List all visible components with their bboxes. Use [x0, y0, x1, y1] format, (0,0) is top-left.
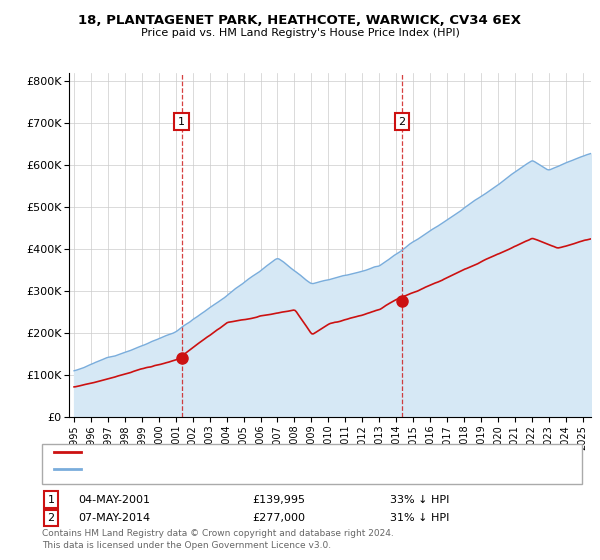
- Text: 33% ↓ HPI: 33% ↓ HPI: [390, 494, 449, 505]
- Text: Contains HM Land Registry data © Crown copyright and database right 2024.: Contains HM Land Registry data © Crown c…: [42, 529, 394, 538]
- Text: 1: 1: [178, 116, 185, 127]
- Text: 04-MAY-2001: 04-MAY-2001: [78, 494, 150, 505]
- Text: £277,000: £277,000: [252, 513, 305, 523]
- Text: HPI: Average price, detached house, Warwick: HPI: Average price, detached house, Warw…: [84, 464, 320, 474]
- Text: 18, PLANTAGENET PARK, HEATHCOTE, WARWICK, CV34 6EX (detached house): 18, PLANTAGENET PARK, HEATHCOTE, WARWICK…: [84, 447, 488, 458]
- Text: 07-MAY-2014: 07-MAY-2014: [78, 513, 150, 523]
- Text: 1: 1: [47, 494, 55, 505]
- Text: 2: 2: [47, 513, 55, 523]
- Text: 31% ↓ HPI: 31% ↓ HPI: [390, 513, 449, 523]
- Text: 18, PLANTAGENET PARK, HEATHCOTE, WARWICK, CV34 6EX: 18, PLANTAGENET PARK, HEATHCOTE, WARWICK…: [79, 14, 521, 27]
- Text: This data is licensed under the Open Government Licence v3.0.: This data is licensed under the Open Gov…: [42, 541, 331, 550]
- Text: £139,995: £139,995: [252, 494, 305, 505]
- Text: 2: 2: [398, 116, 406, 127]
- Text: Price paid vs. HM Land Registry's House Price Index (HPI): Price paid vs. HM Land Registry's House …: [140, 28, 460, 38]
